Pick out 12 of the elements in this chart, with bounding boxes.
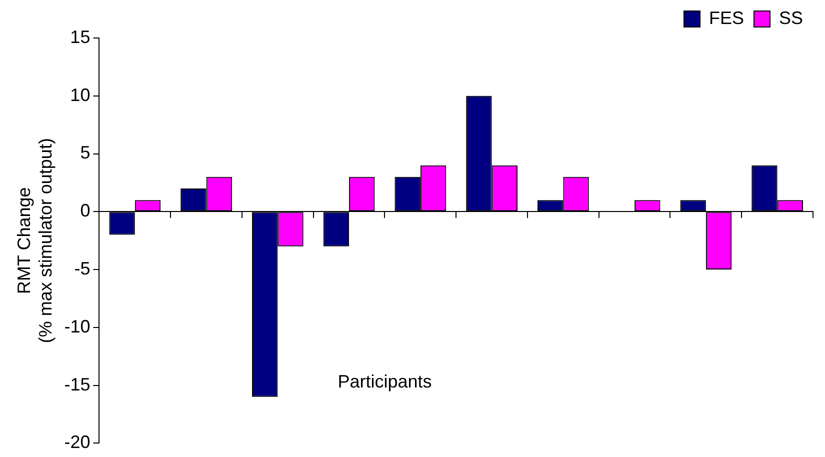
y-tick-label: -20 — [64, 432, 90, 452]
y-tick-label: 10 — [70, 84, 90, 105]
y-tick-label: 15 — [70, 26, 90, 47]
y-tick-label: -10 — [64, 316, 90, 336]
y-tick-label: -15 — [64, 374, 90, 394]
y-tick-label: 5 — [80, 142, 90, 163]
legend-label: FES — [708, 8, 744, 28]
y-axis-title: RMT Change (% max stimulator output) — [14, 138, 56, 344]
x-axis-title: Participants — [338, 371, 432, 392]
y-tick-label: 0 — [80, 200, 90, 221]
legend-label: SS — [778, 8, 804, 28]
y-tick-label: -5 — [74, 258, 90, 279]
